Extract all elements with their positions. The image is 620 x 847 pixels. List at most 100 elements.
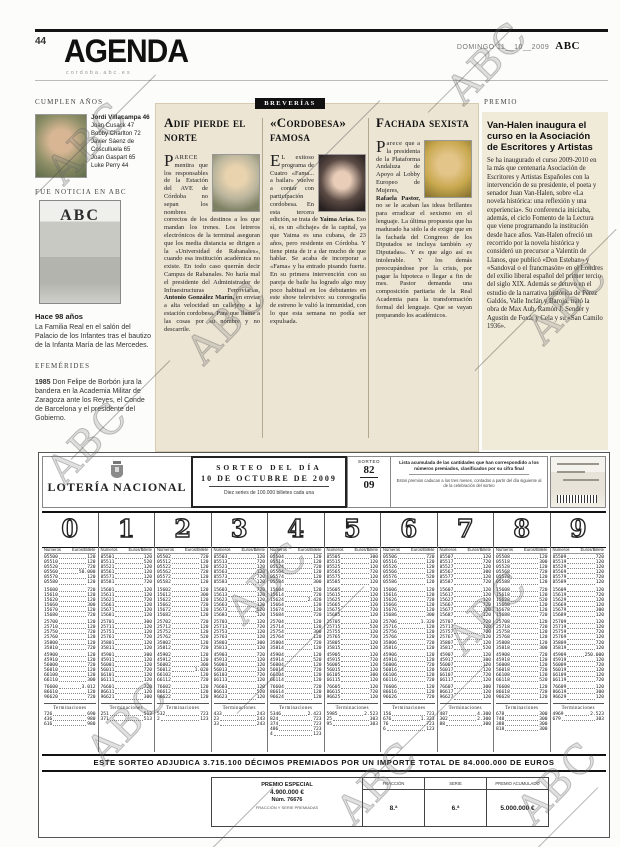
lottery-results-box: LOTERÍA NACIONAL SORTEO DEL DÍA 10 DE OC… xyxy=(38,452,610,838)
prize-row: 45900 120 xyxy=(44,652,96,658)
birthday-list: Jordi Villacampa 46 Joan Cusack 47 Bobby … xyxy=(91,114,153,170)
prize-row: 35811 120 xyxy=(100,645,153,651)
column-rows: 05502 720 05512 120 05522 120 05562 720 05572 120… xyxy=(157,554,209,703)
lottery-column: Números Euros/Billete 05501 120 05511 520 0552… xyxy=(97,546,155,752)
terminacion-row: 433 243 xyxy=(213,712,266,717)
digit-header: 6 xyxy=(380,513,437,547)
prize-row: 15624 2.420 xyxy=(270,597,322,603)
prize-row: 56012 1.020 xyxy=(157,667,209,673)
prize-row: 25703 120 xyxy=(213,620,266,626)
prize-row: 96627 120 xyxy=(439,695,492,701)
divider xyxy=(409,474,529,476)
prize-row: 45917 300 xyxy=(439,657,492,663)
prize-row: 56004 120 xyxy=(270,662,322,668)
prize-row: 76605 120 xyxy=(326,685,379,691)
terminacion-row: 251 513 xyxy=(100,712,153,717)
lottery-column: Números Euros/Billete 05503 120 05513 720 0552… xyxy=(210,546,268,752)
prize-row: 05582 120 xyxy=(157,580,209,586)
terminaciones-label: Terminaciones xyxy=(392,706,426,711)
column-rows: 05500 120 05510 120 05520 720 05560 50.000 05570… xyxy=(44,554,96,703)
prize-row: 05528 120 xyxy=(496,565,548,571)
prize-row: 15688 720 xyxy=(496,613,548,619)
column-subheader: Números Euros/Billete xyxy=(270,547,322,554)
column-rows: 05504 120 05514 120 05524 720 05564 120 05574 120… xyxy=(270,554,322,703)
prize-row: 15626 720 xyxy=(383,597,435,603)
prize-row: 15685 120 xyxy=(326,613,379,619)
prize-row: 15679 300 xyxy=(552,607,605,613)
prize-row: 45914 520 xyxy=(270,657,322,663)
column-subheader: Números Euros/Billete xyxy=(326,547,378,554)
column-subheader: Números Euros/Billete xyxy=(213,547,265,554)
ticket-line xyxy=(557,463,599,465)
prize-row: 96625 120 xyxy=(326,695,379,701)
draw-title-box: SORTEO DEL DÍA 10 DE OCTUBRE DE 2009 Die… xyxy=(191,456,347,508)
prize-row: 35809 720 xyxy=(552,640,605,646)
terminacion-row: 748 300 xyxy=(496,717,548,723)
terminacion-row: 676 1.323 xyxy=(383,717,435,723)
sorteo-year: 09 xyxy=(363,479,375,491)
prize-row: 25768 120 xyxy=(496,635,548,641)
prize-row: 05565 720 xyxy=(326,570,379,576)
serie-value: 6.ª xyxy=(451,804,460,812)
prize-row: 25756 120 xyxy=(383,630,435,636)
prize-row: 45913 120 xyxy=(213,657,266,663)
premio-heading: PREMIO xyxy=(484,98,518,106)
prize-row: 96626 720 xyxy=(383,695,435,701)
terminacion-row: 5346 2.423 xyxy=(270,712,322,717)
prize-row: 25763 120 xyxy=(213,635,266,641)
prize-row: 56007 120 xyxy=(439,662,492,668)
prize-row: 35815 120 xyxy=(326,645,379,651)
prize-row: 45908 720 xyxy=(496,652,548,658)
prize-row: 66110 300 xyxy=(44,678,96,684)
digit-header: 4 xyxy=(267,513,324,547)
terminaciones-block: Terminaciones 532 723 2 123 xyxy=(157,703,209,752)
prize-row: 56009 720 xyxy=(552,662,605,668)
lottery-column: Números Euros/Billete 05505 300 05515 120 0552… xyxy=(323,546,381,752)
prize-row: 05576 520 xyxy=(383,575,435,581)
age-title: Hace 98 años xyxy=(35,312,83,321)
lottery-column: Números Euros/Billete 05507 120 05517 720 0552… xyxy=(436,546,494,752)
prize-row: 86614 120 xyxy=(270,690,322,696)
prize-row: 05560 50.000 xyxy=(44,570,96,576)
efemerides-body: Don Felipe de Borbón jura la bandera en … xyxy=(35,379,145,422)
prize-row: 15662 720 xyxy=(157,602,209,608)
article-body: P ARECE mentira que los responsables de l… xyxy=(164,152,260,333)
digit-header: 2 xyxy=(154,513,211,547)
prize-row: 05581 720 xyxy=(100,580,153,586)
prize-row: 25765 720 xyxy=(326,635,379,641)
prize-row: 05577 120 xyxy=(439,575,492,581)
terminaciones-block: Terminaciones 5985 2.523 25 303 95 303 xyxy=(326,703,378,752)
prize-row: 66116 720 xyxy=(383,678,435,684)
prize-row: 05572 120 xyxy=(157,575,209,581)
column-subheader: Números Euros/Billete xyxy=(383,547,435,554)
prize-row: 05512 120 xyxy=(157,560,209,566)
prize-row: 86615 720 xyxy=(326,690,379,696)
prize-row: 25701 300 xyxy=(100,620,153,626)
prize-row: 25754 300 xyxy=(270,630,322,636)
digit-header: 9 xyxy=(549,513,607,547)
digit-header: 5 xyxy=(323,513,381,547)
article-adif: Adif pierde el norte P ARECE mentira que … xyxy=(164,116,260,333)
column-subheader: Números Euros/Billete xyxy=(439,547,491,554)
prize-row: 35806 720 xyxy=(383,640,435,646)
serie-cell: SERIE 6.ª xyxy=(425,778,487,826)
birthday-entry: Joan Gaspart 65 xyxy=(91,155,136,161)
terminacion-row: 436 980 xyxy=(44,717,96,723)
prize-row: 66118 520 xyxy=(496,678,548,684)
terminaciones-block: Terminaciones 5346 2.423 824 723 374 723 486 723… xyxy=(270,703,322,752)
special-prize-note: FRACCIÓN Y SERIE PREMIADAS xyxy=(255,805,319,810)
draw-series: Diez series de 100.000 billetes cada una xyxy=(223,490,315,496)
lottery-column: Números Euros/Billete 05509 720 05519 120 0552… xyxy=(549,546,607,752)
prize-row: 15616 120 xyxy=(383,592,435,598)
prize-row: 05587 720 xyxy=(439,580,492,586)
prize-row: 25702 720 xyxy=(157,620,209,626)
prize-row: 56019 120 xyxy=(552,667,605,673)
terminaciones-label: Terminaciones xyxy=(222,706,256,711)
prize-row: 15683 120 xyxy=(213,613,266,619)
prize-row: 45915 720 xyxy=(326,657,379,663)
prize-row: 66101 120 xyxy=(100,673,153,679)
header-rule xyxy=(35,29,608,32)
cover-caption: La Familia Real en el salón del Palacio … xyxy=(35,324,151,349)
prize-row: 35818 300 xyxy=(496,645,548,651)
